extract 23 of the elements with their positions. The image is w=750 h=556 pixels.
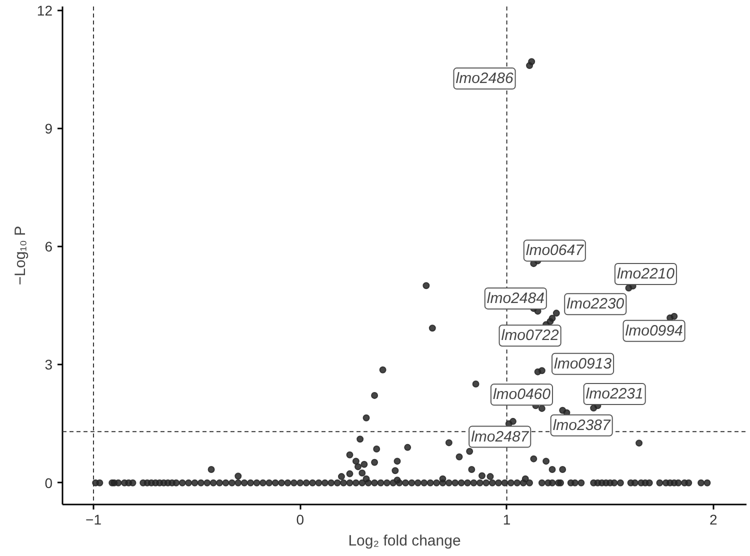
annotation: lmo2231 [586, 386, 644, 403]
y-tick-label: 3 [44, 356, 53, 373]
y-tick-label: 0 [44, 474, 53, 491]
annotation: lmo2230 [566, 296, 625, 313]
x-axis-title: Log₂ fold change [348, 532, 461, 550]
y-tick-label: 9 [44, 120, 53, 137]
annotation: lmo0913 [554, 355, 612, 372]
x-tick-label: 0 [296, 512, 304, 528]
annotation: lmo2210 [616, 265, 676, 282]
x-tick-label: 1 [502, 512, 511, 528]
y-axis-title: −Log₁₀ P [12, 226, 29, 286]
y-tick-label: 12 [36, 2, 53, 18]
annotation: lmo0994 [625, 322, 683, 340]
annotation: lmo2484 [486, 290, 544, 307]
annotation: lmo2487 [471, 428, 530, 446]
annotation: lmo2486 [456, 70, 514, 88]
annotation: lmo0647 [526, 242, 584, 260]
annotation: lmo0722 [501, 327, 560, 344]
y-tick-label: 6 [44, 238, 53, 255]
x-tick-label: −1 [86, 512, 102, 528]
annotation: lmo0460 [492, 386, 552, 404]
annotation: lmo2387 [552, 416, 612, 434]
x-tick-label: 2 [710, 512, 718, 528]
